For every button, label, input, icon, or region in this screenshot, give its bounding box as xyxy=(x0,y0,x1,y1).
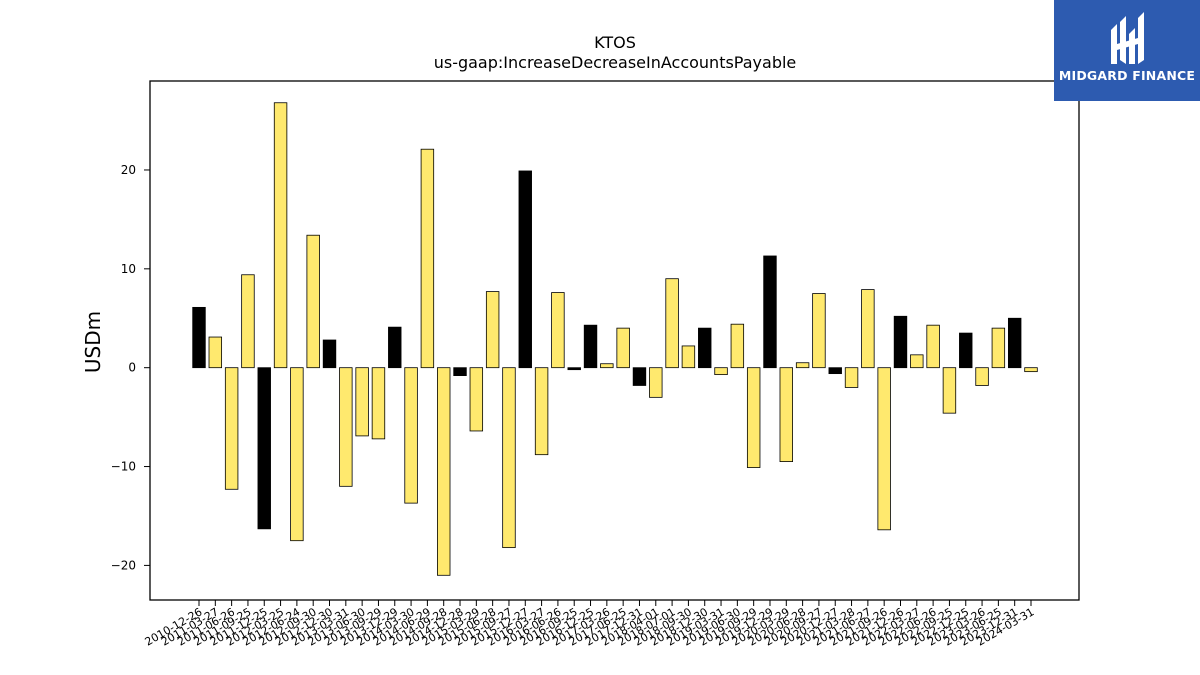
y-tick-label: 10 xyxy=(121,262,136,276)
bar xyxy=(991,327,1006,369)
bar xyxy=(616,327,630,369)
bar xyxy=(502,367,516,549)
bar xyxy=(534,367,549,456)
bar xyxy=(795,362,810,369)
bar xyxy=(779,367,793,463)
bars-group xyxy=(192,102,1038,576)
bar xyxy=(665,278,679,369)
y-tick-label: −10 xyxy=(111,460,136,474)
bar xyxy=(355,367,369,437)
bar xyxy=(844,367,859,388)
bar xyxy=(681,345,696,369)
midgard-logo-icon xyxy=(1111,12,1144,64)
bar xyxy=(583,324,598,369)
chart-subtitle: us-gaap:IncreaseDecreaseInAccountsPayabl… xyxy=(434,53,797,72)
bar xyxy=(551,292,565,369)
bar xyxy=(371,367,386,440)
bar xyxy=(453,367,467,377)
bar xyxy=(1024,367,1038,373)
bar xyxy=(273,102,288,369)
bar xyxy=(241,274,255,369)
y-tick-label: −20 xyxy=(111,558,136,572)
bar xyxy=(257,367,271,530)
y-axis-label: USDm xyxy=(81,311,105,373)
bar xyxy=(437,367,451,576)
bar xyxy=(518,170,532,369)
logo-text: MIDGARD FINANCE xyxy=(1058,68,1196,83)
bar xyxy=(942,367,957,414)
bar xyxy=(926,324,940,369)
y-axis-ticks: −20 −10 0 10 20 xyxy=(111,163,150,572)
y-tick-label: 0 xyxy=(128,361,136,375)
bar xyxy=(485,291,500,369)
chart-title: KTOS xyxy=(594,33,636,52)
bar xyxy=(649,367,663,398)
bar xyxy=(339,367,353,487)
bar xyxy=(208,336,223,369)
bar xyxy=(192,306,206,369)
bar xyxy=(420,148,435,369)
bar xyxy=(893,315,908,369)
bar xyxy=(861,289,875,369)
bar xyxy=(224,367,239,490)
bar xyxy=(763,255,777,369)
plot-frame xyxy=(149,80,1080,601)
bar xyxy=(469,367,484,432)
bar xyxy=(1007,317,1022,369)
bar xyxy=(812,293,826,369)
bar xyxy=(698,327,712,369)
bar xyxy=(567,367,581,371)
bar xyxy=(714,367,728,376)
bar xyxy=(910,354,924,369)
x-axis-ticks: 2010-12-262011-03-272011-06-262011-09-25… xyxy=(143,600,1037,649)
bar xyxy=(322,339,337,369)
bar xyxy=(828,367,842,375)
bar xyxy=(632,367,647,386)
y-tick-label: 20 xyxy=(121,163,136,177)
bar xyxy=(306,234,320,369)
midgard-finance-logo: MIDGARD FINANCE xyxy=(1054,0,1200,101)
bar xyxy=(600,363,614,369)
bar xyxy=(730,323,745,369)
bar xyxy=(975,367,989,386)
bar xyxy=(404,367,418,504)
bar xyxy=(388,326,402,369)
bar xyxy=(959,332,973,369)
bar xyxy=(877,367,891,531)
bar xyxy=(746,367,761,468)
bar xyxy=(290,367,304,542)
